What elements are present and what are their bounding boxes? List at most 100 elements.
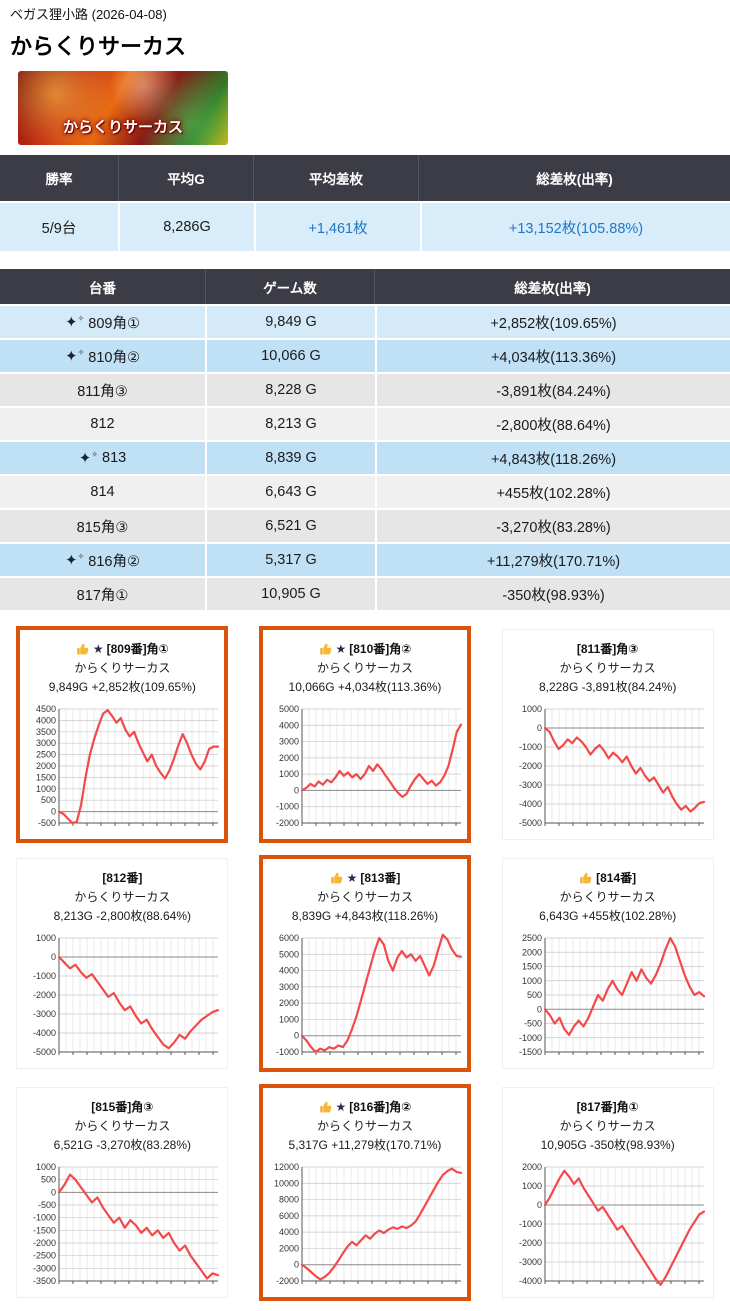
graph-stats: 6,521G -3,270枚(83.28%) [53,1138,192,1152]
svg-text:2500: 2500 [522,933,542,943]
dai-number: 813 [102,450,127,466]
graph-machine-name: からくりサーカス [316,1119,413,1133]
graph-stats: 8,213G -2,800枚(88.64%) [53,909,192,923]
dai-number: 814 [90,484,115,500]
dai-number: 817角① [76,587,129,604]
graph-machine-name: からくりサーカス [559,1119,656,1133]
summary-header-total-diff: 総差枚(出率) [419,155,730,201]
graph-machine-name: からくりサーカス [74,890,171,904]
slump-graph-card[interactable]: ★ [816番]角② からくりサーカス 5,317G +11,279枚(170.… [258,1084,471,1301]
svg-text:-5000: -5000 [33,1047,56,1057]
graph-title: [815番]角③ [19,1098,225,1115]
cell-games: 9,849 G [207,306,377,338]
graph-stats: 8,228G -3,891枚(84.24%) [538,680,677,694]
dai-number: 816角② [88,553,140,570]
star-icon: ★ [335,641,347,656]
graphs-grid: ★ [809番]角① からくりサーカス 9,849G +2,852枚(109.6… [0,610,730,1311]
svg-text:-4000: -4000 [519,1276,542,1286]
svg-text:2000: 2000 [522,1162,542,1172]
table-row[interactable]: ✦✧ 809角① 9,849 G +2,852枚(109.65%) [0,304,730,338]
graph-title: ★ [809番]角① [22,640,222,657]
machine-table-header: 台番 ゲーム数 総差枚(出率) [0,269,730,304]
slump-graph-card[interactable]: [815番]角③ からくりサーカス 6,521G -3,270枚(83.28%)… [16,1087,229,1298]
slump-graph-card[interactable]: [814番] からくりサーカス 6,643G +455枚(102.28%) 25… [501,858,714,1069]
cell-diff: +4,034枚(113.36%) [490,349,617,366]
slump-graph-card[interactable]: ★ [813番] からくりサーカス 8,839G +4,843枚(118.26%… [258,855,471,1072]
table-row[interactable]: ✦✧ 816角② 5,317 G +11,279枚(170.71%) [0,542,730,576]
graph-stats: 9,849G +2,852枚(109.65%) [48,680,196,694]
machine-table: 台番 ゲーム数 総差枚(出率) ✦✧ 809角① 9,849 G +2,852枚… [0,269,730,610]
summary-value-avg-games: 8,286G [120,201,256,251]
venue-date: ベガス狸小路 (2026-04-08) [10,7,167,22]
slump-graph: 2500 2000 1500 1000 500 0 -500 -1000 -1500 [519,933,705,1057]
graph-stats: 5,317G +11,279枚(170.71%) [288,1138,442,1152]
summary-value-winrate: 5/9台 [0,201,120,251]
svg-text:-2000: -2000 [519,761,542,771]
cell-diff: +11,279枚(170.71%) [486,553,621,570]
svg-text:1000: 1000 [279,1014,299,1024]
dai-number: 809角① [88,315,140,332]
svg-text:1500: 1500 [522,962,542,972]
page-title: からくりサーカス [10,34,187,59]
table-row[interactable]: 815角③ 6,521 G -3,270枚(83.28%) [0,508,730,542]
graph-title: [811番]角③ [505,640,711,657]
graph-dai-label: [811番]角③ [576,642,639,656]
cell-dai: ✦✧ 809角① [0,306,207,338]
svg-text:-4000: -4000 [519,799,542,809]
svg-text:-1000: -1000 [519,742,542,752]
slump-graph: 2000 1000 0 -1000 -2000 -3000 -4000 [519,1162,705,1286]
cell-games: 8,228 G [207,374,377,406]
cell-dai: 815角③ [0,510,207,542]
svg-text:6000: 6000 [279,933,299,943]
svg-text:-2500: -2500 [33,1251,56,1261]
summary-table: 勝率 平均G 平均差枚 総差枚(出率) 5/9台 8,286G +1,461枚 … [0,155,730,251]
dai-number: 810角② [88,349,140,366]
svg-text:-4000: -4000 [33,1028,56,1038]
graph-dai-label: [816番]角② [349,1100,412,1114]
machine-table-body: ✦✧ 809角① 9,849 G +2,852枚(109.65%) ✦✧ 810… [0,304,730,610]
svg-text:2000: 2000 [279,998,299,1008]
graph-machine-name: からくりサーカス [74,1119,171,1133]
table-row[interactable]: 814 6,643 G +455枚(102.28%) [0,474,730,508]
slump-graph-card[interactable]: ★ [810番]角② からくりサーカス 10,066G +4,034枚(113.… [258,626,471,843]
svg-text:-1000: -1000 [519,1033,542,1043]
table-row[interactable]: ✦✧ 813 8,839 G +4,843枚(118.26%) [0,440,730,474]
star-icon: ★ [346,870,358,885]
graph-dai-label: [813番] [360,871,401,885]
svg-text:0: 0 [537,1004,542,1014]
graph-title: ★ [816番]角② [265,1098,465,1115]
svg-text:3000: 3000 [36,738,56,748]
thumbs-up-icon [319,1101,331,1112]
graph-dai-label: [815番]角③ [91,1100,154,1114]
svg-text:8000: 8000 [279,1195,299,1205]
svg-text:-2000: -2000 [33,1238,56,1248]
table-row[interactable]: 817角① 10,905 G -350枚(98.93%) [0,576,730,610]
table-row[interactable]: 811角③ 8,228 G -3,891枚(84.24%) [0,372,730,406]
slump-graph-card[interactable]: [811番]角③ からくりサーカス 8,228G -3,891枚(84.24%)… [501,629,714,840]
cell-diff: -2,800枚(88.64%) [496,417,611,434]
cell-games: 6,643 G [207,476,377,508]
svg-text:-500: -500 [38,818,56,828]
table-row[interactable]: ✦✧ 810角② 10,066 G +4,034枚(113.36%) [0,338,730,372]
table-row[interactable]: 812 8,213 G -2,800枚(88.64%) [0,406,730,440]
header-games: ゲーム数 [206,269,375,304]
slump-graph: 6000 5000 4000 3000 2000 1000 0 -1000 [276,933,463,1057]
svg-text:-1000: -1000 [276,1047,299,1057]
thumbs-up-icon [330,872,342,883]
machine-banner[interactable]: からくりサーカス [18,71,228,145]
slump-graph-card[interactable]: ★ [809番]角① からくりサーカス 9,849G +2,852枚(109.6… [16,626,229,843]
svg-text:0: 0 [51,807,56,817]
svg-text:1000: 1000 [36,784,56,794]
svg-text:0: 0 [51,952,56,962]
svg-text:-3000: -3000 [33,1009,56,1019]
slump-graph-card[interactable]: [812番] からくりサーカス 8,213G -2,800枚(88.64%) 1… [16,858,229,1069]
slump-graph: 5000 4000 3000 2000 1000 0 -1000 -2000 [276,704,463,828]
thumbs-up-icon [77,643,89,654]
dai-number: 815角③ [76,519,129,536]
svg-text:-1000: -1000 [33,971,56,981]
svg-text:4500: 4500 [36,704,56,714]
slump-graph-card[interactable]: [817番]角① からくりサーカス 10,905G -350枚(98.93%) … [501,1087,714,1298]
graph-stats: 10,066G +4,034枚(113.36%) [288,680,442,694]
